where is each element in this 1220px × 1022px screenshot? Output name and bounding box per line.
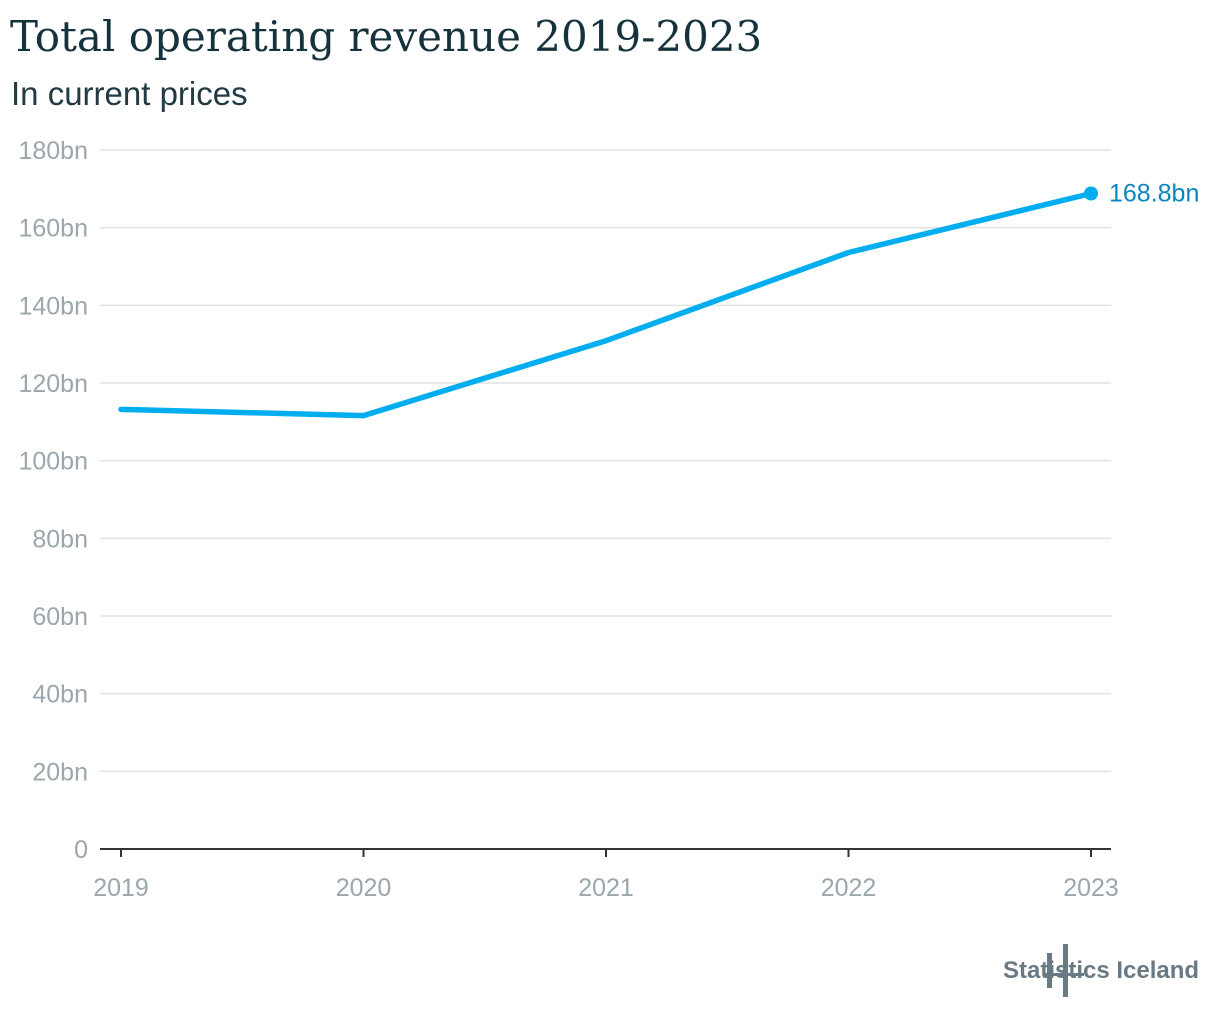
y-tick-label: 180bn bbox=[18, 137, 88, 165]
y-tick-label: 100bn bbox=[18, 448, 88, 476]
y-tick-label: 120bn bbox=[18, 370, 88, 398]
y-axis-ticks: 0 20bn 40bn 60bn 80bn 100bn 120bn 140bn 160bn 180… bbox=[18, 137, 88, 864]
x-tick-label: 2022 bbox=[821, 874, 877, 902]
end-point-marker bbox=[1084, 186, 1098, 201]
grid-lines bbox=[100, 149, 1111, 773]
y-tick-label: 20bn bbox=[32, 758, 88, 786]
x-tick-label: 2020 bbox=[336, 874, 392, 902]
y-tick-label: 80bn bbox=[32, 525, 88, 553]
brand-name: Statistics Iceland bbox=[1003, 957, 1200, 984]
x-tick-label: 2021 bbox=[578, 874, 634, 902]
end-value-label: 168.8bn bbox=[1109, 179, 1199, 207]
x-axis: 2019 2020 2021 2022 2023 bbox=[93, 848, 1119, 902]
y-tick-label: 60bn bbox=[32, 603, 88, 631]
series-layer: 168.8bn bbox=[118, 179, 1199, 419]
y-tick-label: 160bn bbox=[18, 215, 88, 243]
y-tick-label: 0 bbox=[74, 836, 88, 864]
x-tick-label: 2023 bbox=[1063, 874, 1119, 902]
series-line bbox=[118, 190, 1094, 419]
y-tick-label: 40bn bbox=[32, 681, 88, 709]
statistics-iceland-logo-icon bbox=[1044, 944, 1084, 997]
chart-title: Total operating revenue 2019-2023 bbox=[10, 12, 763, 61]
chart-subtitle: In current prices bbox=[11, 75, 248, 112]
y-tick-label: 140bn bbox=[18, 292, 88, 320]
x-tick-label: 2019 bbox=[93, 874, 149, 902]
